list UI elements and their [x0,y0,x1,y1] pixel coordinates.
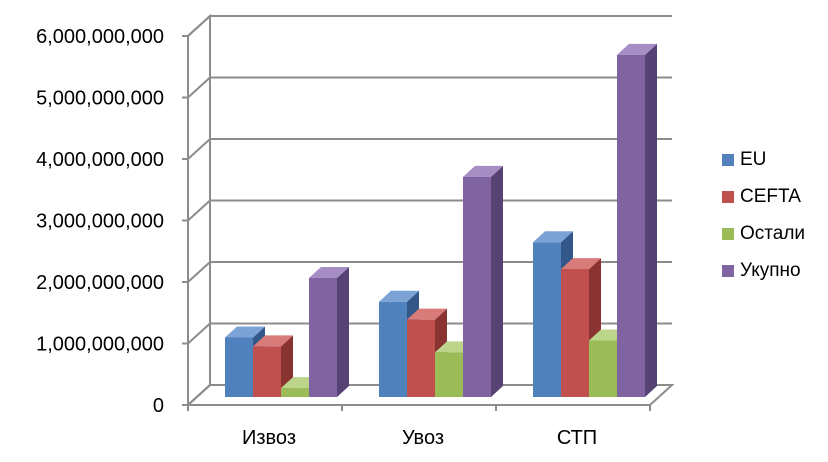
bar-front [589,340,617,397]
gridline-depth [187,322,211,345]
gridline-depth [187,138,211,160]
legend-item: Остали [722,223,806,244]
bar [561,258,601,397]
bar-side [645,43,657,397]
gridline-depth [187,261,211,283]
x-tick-label: Извоз [242,427,296,449]
legend: EU CEFTA Остали Укупно [722,149,806,298]
y-tick-label: 2,000,000,000 [36,272,164,294]
legend-swatch [722,265,734,277]
bar-top [617,43,657,55]
bar-front [617,54,645,397]
legend-item: CEFTA [722,186,805,207]
bar-front [225,337,253,397]
legend-label: CEFTA [740,186,801,207]
bar-front [533,242,561,397]
gridline-depth [187,199,211,222]
legend-swatch [722,154,734,166]
bar-top [225,326,265,338]
bar-front [309,278,337,397]
legend-item: EU [722,149,805,170]
y-tick-label: 0 [153,395,164,417]
bar-top [463,165,503,177]
bar-top [309,267,349,278]
y-tick-label: 1,000,000,000 [36,334,164,356]
bar-front [281,388,309,397]
y-tick-label: 5,000,000,000 [36,88,164,110]
x-tick-label: СТП [557,427,597,449]
bar-front [379,301,407,397]
y-tick-label: 4,000,000,000 [36,149,164,171]
legend-swatch [722,191,734,203]
legend-swatch [722,228,734,240]
bar-front [435,352,463,397]
bar-front [253,346,281,397]
bar-front [463,176,491,397]
bar [463,165,503,397]
bar-top [407,308,447,320]
bar-top [561,258,601,270]
bar-front [407,319,435,397]
bar-front [561,269,589,397]
legend-label: Остали [740,223,806,244]
y-tick-label: 3,000,000,000 [36,211,164,233]
gridline-depth [187,76,211,99]
bar-top [533,231,573,243]
bar-top [379,290,419,302]
bar-top [253,335,293,347]
bar [253,335,293,397]
bar [617,43,657,397]
bar [309,267,349,397]
bar-side [337,267,349,397]
legend-label: Укупно [740,260,801,281]
bar-side [491,165,503,397]
x-tick-label: Увоз [402,427,444,449]
legend-item: Укупно [722,260,805,281]
legend-label: EU [740,149,767,170]
gridline-depth [187,15,211,37]
y-tick-label: 6,000,000,000 [36,26,164,48]
